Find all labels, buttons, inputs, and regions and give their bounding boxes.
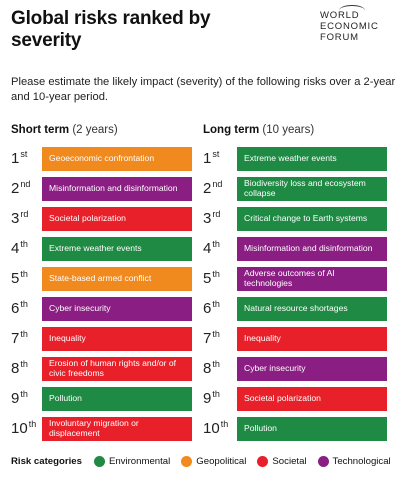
legend-dot-icon (317, 456, 329, 467)
risk-bar: Natural resource shortages (237, 297, 387, 321)
rank-label: 8th (11, 359, 28, 377)
legend-dot-icon (93, 456, 105, 467)
risk-bar: Biodiversity loss and ecosystem collapse (237, 177, 387, 201)
legend-dot-icon (181, 456, 193, 467)
rank-label: 4th (203, 239, 220, 257)
rank-label: 10th (11, 419, 37, 437)
rank-label: 6th (11, 299, 28, 317)
column-sublabel: (2 years) (72, 124, 118, 136)
legend-title: Risk categories (11, 456, 82, 467)
rank-label: 7th (203, 329, 220, 347)
rank-label: 3rd (203, 209, 221, 227)
column-sublabel: (10 years) (262, 124, 315, 136)
risk-bar: Erosion of human rights and/or of civic … (42, 357, 192, 381)
logo-line: WORLD (320, 10, 360, 21)
column-label: Short term (11, 124, 73, 136)
risk-bar: Inequality (237, 327, 387, 351)
risk-bar: Geoeconomic confrontation (42, 147, 192, 171)
risk-bar: Involuntary migration or displacement (42, 417, 192, 441)
risk-bar: Societal polarization (237, 387, 387, 411)
risk-bar: Adverse outcomes of AI technologies (237, 267, 387, 291)
logo-line: FORUM (320, 32, 359, 43)
rank-label: 3rd (11, 209, 29, 227)
legend-label: Societal (272, 456, 307, 467)
rank-label: 1st (203, 149, 220, 167)
risk-bar: Cyber insecurity (237, 357, 387, 381)
risk-bar: Extreme weather events (237, 147, 387, 171)
risk-bar: Misinformation and disinformation (237, 237, 387, 261)
legend-item: Geopolitical (181, 456, 246, 467)
rank-label: 4th (11, 239, 28, 257)
logo-line: ECONOMIC (320, 21, 379, 32)
legend-label: Geopolitical (196, 456, 247, 467)
subtitle: Please estimate the likely impact (sever… (11, 76, 396, 103)
legend-item: Environmental (93, 456, 171, 467)
legend-dot-icon (257, 456, 269, 467)
logo-arc-icon (339, 5, 365, 16)
risk-bar: Pollution (42, 387, 192, 411)
legend-items: Environmental Geopolitical Societal Technol… (93, 456, 402, 467)
rank-label: 9th (11, 389, 28, 407)
legend: Risk categories Environmental Geopolitica… (11, 456, 402, 467)
rank-label: 8th (203, 359, 220, 377)
rank-label: 6th (203, 299, 220, 317)
column-header: Long term (10 years) (203, 124, 314, 136)
legend-label: Environmental (108, 456, 171, 467)
risk-bar: Societal polarization (42, 207, 192, 231)
rank-label: 9th (203, 389, 220, 407)
rank-label: 7th (11, 329, 28, 347)
risk-bar: Inequality (42, 327, 192, 351)
legend-item: Technological (317, 456, 391, 467)
column-header: Short term (2 years) (11, 124, 118, 136)
legend-label: Technological (332, 456, 391, 467)
wef-logo: WORLD ECONOMIC FORUM (320, 10, 400, 43)
rank-label: 1st (11, 149, 28, 167)
rank-label: 5th (203, 269, 220, 287)
risk-bar: Extreme weather events (42, 237, 192, 261)
rank-label: 2nd (203, 179, 223, 197)
rank-label: 10th (203, 419, 229, 437)
page-title: Global risks ranked by severity (11, 8, 211, 51)
risk-bar: Misinformation and disinformation (42, 177, 192, 201)
risk-bar: State-based armed conflict (42, 267, 192, 291)
risk-bar: Pollution (237, 417, 387, 441)
legend-item: Societal (257, 456, 307, 467)
risk-bar: Cyber insecurity (42, 297, 192, 321)
column-label: Long term (203, 124, 263, 136)
rank-label: 2nd (11, 179, 31, 197)
risk-bar: Critical change to Earth systems (237, 207, 387, 231)
rank-label: 5th (11, 269, 28, 287)
